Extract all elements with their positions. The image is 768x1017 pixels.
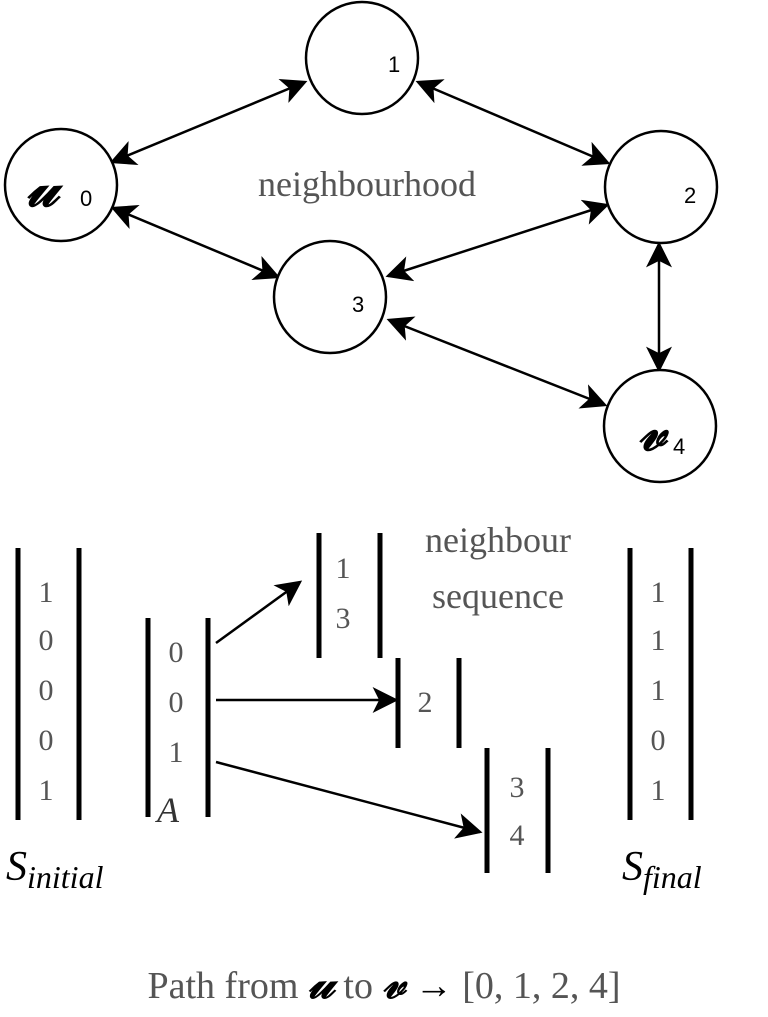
vector-entry: 0 [169, 686, 184, 719]
caption-v: 𝓋 [382, 957, 408, 1008]
vector-entry: 4 [510, 819, 525, 852]
neighbour-sequence-label-line2: sequence [432, 576, 564, 616]
arrow-to-list-1 [215, 580, 303, 645]
a-vector: 0 0 1 A [145, 618, 211, 830]
vector-entry: 0 [39, 624, 54, 657]
neighbour-sequence-label-line1: neighbour [425, 520, 571, 560]
graph-edges [109, 78, 672, 409]
neighbourhood-label: neighbourhood [258, 164, 476, 204]
s-initial-label: Sinitial [6, 844, 104, 895]
vector-entry: 3 [510, 771, 525, 804]
neighbour-list-3: 3 4 [484, 748, 551, 873]
arrow-to-list-3 [215, 760, 483, 839]
node-index-label: 3 [352, 292, 364, 317]
path-caption: Path from 𝓊 to 𝓋 → [0, 1, 2, 4] [148, 957, 621, 1008]
vector-entry: 0 [169, 636, 184, 669]
graph-node-1: 1 [304, 0, 420, 116]
node-index-label: 0 [80, 186, 92, 211]
vector-entry: 1 [39, 576, 54, 609]
vector-entry: 3 [336, 602, 351, 635]
vector-entry: 0 [39, 674, 54, 707]
a-to-neighbour-arrows [215, 580, 483, 839]
s-final-label: Sfinal [622, 844, 702, 895]
vector-entry: 1 [39, 774, 54, 807]
vector-entry: 1 [169, 736, 184, 769]
vector-entry: 1 [651, 576, 666, 609]
node-index-label: 1 [388, 52, 400, 77]
edge-3-2 [385, 199, 610, 282]
graph-node-3: 3 [272, 239, 388, 355]
edge-1-2 [415, 79, 611, 166]
graph-node-2: 2 [603, 129, 719, 245]
vector-entry: 1 [336, 552, 351, 585]
neighbour-list-2: 2 [395, 658, 462, 748]
caption-u: 𝓊 [308, 957, 339, 1008]
vector-entry: 1 [651, 774, 666, 807]
graph-node-u: 𝓊 0 [3, 127, 119, 243]
s-initial-vector: 1 0 0 0 1 Sinitial [6, 548, 104, 895]
neighbour-list-1: 1 3 [316, 533, 383, 658]
edge-u-1 [109, 78, 308, 166]
vector-entry: 0 [651, 724, 666, 757]
node-index-label: 2 [684, 183, 696, 208]
s-final-vector: 1 1 1 0 1 Sfinal [622, 548, 702, 895]
node-letter-v: 𝓋 [638, 401, 669, 463]
a-label: A [155, 790, 180, 830]
vector-entry: 1 [651, 624, 666, 657]
graph-node-v: 𝓋 4 [602, 368, 718, 484]
vector-entry: 0 [39, 724, 54, 757]
edge-3-v [386, 316, 608, 409]
node-index-label: 4 [673, 434, 685, 459]
vector-entry: 1 [651, 674, 666, 707]
vector-entry: 2 [418, 686, 433, 719]
edge-u-3 [110, 205, 281, 280]
